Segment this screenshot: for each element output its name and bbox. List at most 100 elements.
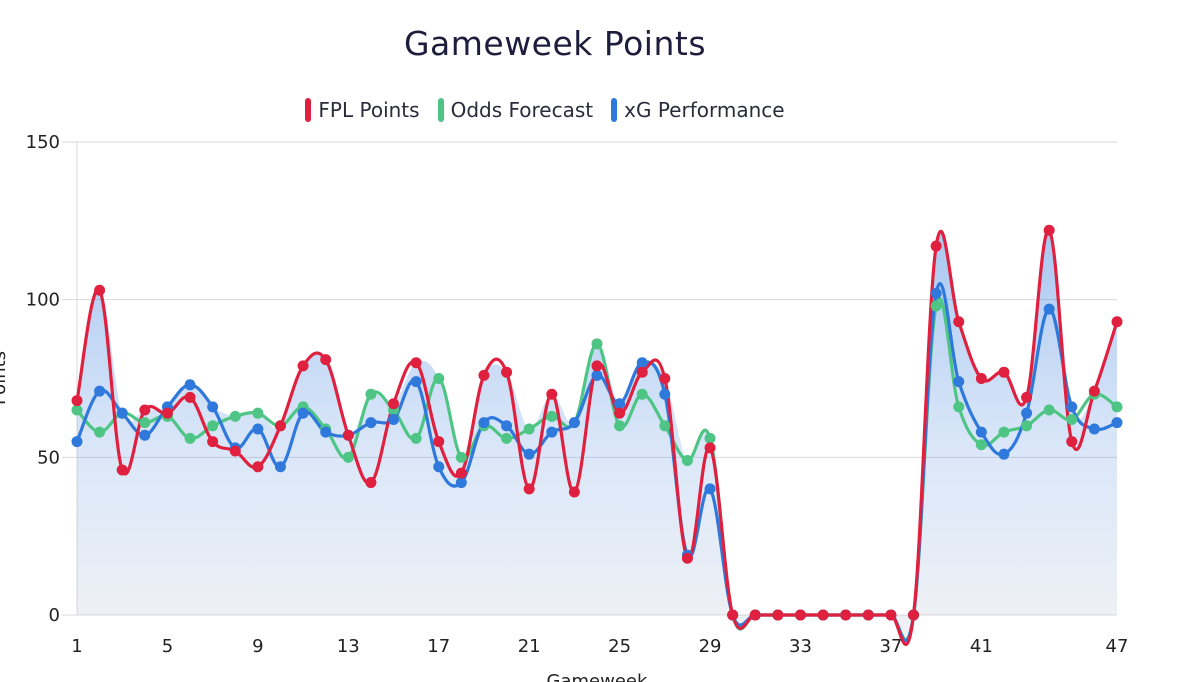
point-fpl-points-gw38 bbox=[908, 609, 920, 621]
point-xg-performance-gw29 bbox=[704, 483, 716, 495]
point-fpl-points-gw46 bbox=[1088, 385, 1100, 397]
point-xg-performance-gw7 bbox=[207, 401, 219, 413]
point-fpl-points-gw3 bbox=[116, 464, 128, 476]
x-tick-label-21: 21 bbox=[518, 636, 541, 657]
legend-item-odds-forecast[interactable]: Odds Forecast bbox=[437, 98, 594, 122]
point-odds-forecast-gw9 bbox=[252, 407, 264, 419]
y-axis-title: Points bbox=[0, 351, 10, 405]
point-fpl-points-gw14 bbox=[365, 477, 377, 489]
point-fpl-points-gw27 bbox=[659, 373, 671, 384]
point-odds-forecast-gw16 bbox=[410, 432, 422, 444]
point-fpl-points-gw47 bbox=[1111, 316, 1123, 328]
point-odds-forecast-gw22 bbox=[546, 410, 558, 422]
point-fpl-points-gw30 bbox=[727, 609, 739, 621]
point-fpl-points-gw10 bbox=[274, 420, 286, 432]
point-odds-forecast-gw41 bbox=[975, 439, 987, 451]
legend-label-xg-performance: xG Performance bbox=[624, 98, 785, 122]
point-odds-forecast-gw24 bbox=[591, 338, 603, 350]
point-odds-forecast-gw27 bbox=[659, 420, 671, 432]
point-xg-performance-gw26 bbox=[636, 357, 648, 369]
point-fpl-points-gw43 bbox=[1021, 391, 1033, 403]
point-xg-performance-gw45 bbox=[1066, 401, 1078, 413]
legend-label-fpl-points: FPL Points bbox=[318, 98, 420, 122]
point-odds-forecast-gw2 bbox=[94, 426, 106, 438]
point-odds-forecast-gw8 bbox=[229, 410, 241, 422]
point-odds-forecast-gw42 bbox=[998, 426, 1010, 438]
point-xg-performance-gw10 bbox=[274, 461, 286, 473]
point-xg-performance-gw9 bbox=[252, 423, 264, 435]
point-odds-forecast-gw21 bbox=[523, 423, 535, 435]
point-fpl-points-gw2 bbox=[94, 284, 106, 296]
point-odds-forecast-gw4 bbox=[139, 417, 151, 429]
point-fpl-points-gw12 bbox=[320, 354, 332, 366]
legend: FPL Points Odds Forecast xG Performance bbox=[0, 98, 1090, 122]
point-fpl-points-gw29 bbox=[704, 442, 716, 454]
point-fpl-points-gw25 bbox=[614, 407, 626, 419]
point-xg-performance-gw17 bbox=[433, 461, 445, 473]
point-fpl-points-gw26 bbox=[636, 366, 648, 378]
point-xg-performance-gw11 bbox=[297, 407, 309, 419]
x-tick-label-37: 37 bbox=[879, 636, 902, 657]
x-tick-label-13: 13 bbox=[337, 636, 360, 657]
point-fpl-points-gw44 bbox=[1043, 224, 1055, 236]
point-odds-forecast-gw45 bbox=[1066, 413, 1078, 425]
point-fpl-points-gw42 bbox=[998, 366, 1010, 378]
point-odds-forecast-gw25 bbox=[614, 420, 626, 432]
point-xg-performance-gw16 bbox=[410, 376, 422, 388]
point-fpl-points-gw15 bbox=[388, 398, 400, 410]
point-fpl-points-gw24 bbox=[591, 360, 603, 372]
point-xg-performance-gw25 bbox=[614, 398, 626, 410]
x-tick-label-29: 29 bbox=[699, 636, 722, 657]
chart-title: Gameweek Points bbox=[403, 24, 707, 63]
point-fpl-points-gw22 bbox=[546, 388, 558, 400]
point-odds-forecast-gw20 bbox=[501, 432, 513, 444]
point-xg-performance-gw20 bbox=[501, 420, 513, 432]
legend-swatch-fpl-points bbox=[305, 98, 312, 122]
point-odds-forecast-gw18 bbox=[455, 451, 467, 463]
point-xg-performance-gw2 bbox=[94, 385, 106, 397]
point-xg-performance-gw42 bbox=[998, 448, 1010, 460]
area-layer bbox=[77, 230, 1117, 645]
point-xg-performance-gw1 bbox=[71, 436, 83, 448]
point-layer bbox=[71, 224, 1123, 621]
x-tick-label-41: 41 bbox=[970, 636, 993, 657]
x-tick-label-5: 5 bbox=[162, 636, 173, 657]
point-fpl-points-gw16 bbox=[410, 357, 422, 369]
point-odds-forecast-gw6 bbox=[184, 432, 196, 444]
x-tick-label-1: 1 bbox=[71, 636, 82, 657]
x-tick-label-47: 47 bbox=[1106, 636, 1129, 657]
point-xg-performance-gw21 bbox=[523, 448, 535, 460]
point-xg-performance-gw40 bbox=[953, 376, 965, 388]
point-xg-performance-gw3 bbox=[116, 407, 128, 419]
point-xg-performance-gw44 bbox=[1043, 303, 1055, 315]
legend-item-fpl-points[interactable]: FPL Points bbox=[305, 98, 420, 122]
point-fpl-points-gw6 bbox=[184, 391, 196, 403]
point-fpl-points-gw18 bbox=[455, 467, 467, 479]
point-xg-performance-gw22 bbox=[546, 426, 558, 438]
point-xg-performance-gw6 bbox=[184, 379, 196, 391]
legend-swatch-xg-performance bbox=[611, 98, 618, 122]
point-fpl-points-gw32 bbox=[772, 609, 784, 621]
point-fpl-points-gw28 bbox=[681, 552, 693, 564]
point-odds-forecast-gw14 bbox=[365, 388, 377, 400]
y-tick-label-100: 100 bbox=[26, 290, 60, 311]
x-tick-label-25: 25 bbox=[608, 636, 631, 657]
point-odds-forecast-gw40 bbox=[953, 401, 965, 413]
y-tick-label-150: 150 bbox=[26, 132, 60, 153]
point-fpl-points-gw13 bbox=[342, 429, 354, 441]
point-fpl-points-gw20 bbox=[501, 366, 513, 378]
legend-item-xg-performance[interactable]: xG Performance bbox=[611, 98, 785, 122]
legend-label-odds-forecast: Odds Forecast bbox=[450, 98, 594, 122]
point-xg-performance-gw43 bbox=[1021, 407, 1033, 419]
point-fpl-points-gw34 bbox=[817, 609, 829, 621]
y-tick-label-0: 0 bbox=[49, 605, 60, 626]
point-odds-forecast-gw1 bbox=[71, 404, 83, 416]
point-odds-forecast-gw17 bbox=[433, 373, 445, 384]
point-odds-forecast-gw13 bbox=[342, 451, 354, 463]
point-odds-forecast-gw28 bbox=[681, 454, 693, 466]
point-fpl-points-gw41 bbox=[975, 373, 987, 384]
point-odds-forecast-gw43 bbox=[1021, 420, 1033, 432]
point-fpl-points-gw19 bbox=[478, 369, 490, 381]
point-odds-forecast-gw39 bbox=[930, 300, 942, 312]
point-odds-forecast-gw26 bbox=[636, 388, 648, 400]
